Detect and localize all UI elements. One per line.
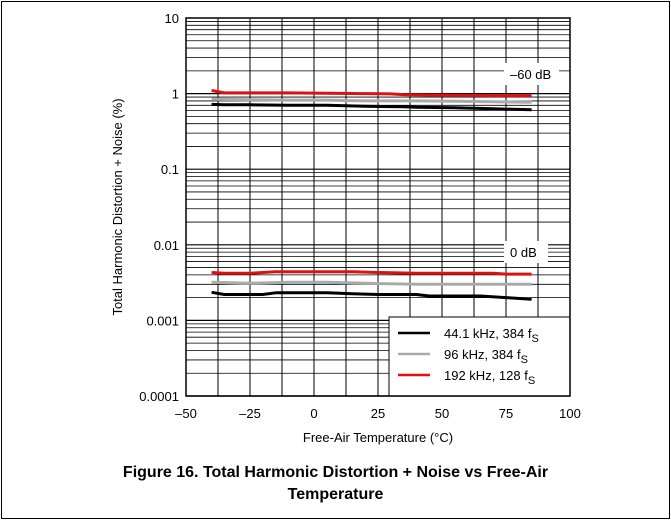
series-line <box>211 89 532 98</box>
legend-label: 96 kHz, 384 fS <box>444 347 528 366</box>
figure-caption: Figure 16. Total Harmonic Distortion + N… <box>0 462 671 506</box>
data-series <box>211 89 532 301</box>
y-tick-label: 0.0001 <box>139 389 179 404</box>
caption-line-2: Temperature <box>287 486 384 503</box>
series-line <box>211 97 532 104</box>
x-tick-label: 25 <box>371 406 385 421</box>
legend-label: 44.1 kHz, 384 fS <box>444 326 539 345</box>
series-line <box>211 102 532 112</box>
tick-labels: –50 –25 0 25 50 75 100 0.0001 0.001 0.01 0.1 1 10 <box>139 11 581 421</box>
series-line <box>211 270 532 276</box>
y-tick-label: 10 <box>165 11 179 26</box>
annotation-label: 0 dB <box>510 245 537 260</box>
y-tick-label: 1 <box>172 87 179 102</box>
y-tick-label: 0.1 <box>161 162 179 177</box>
x-axis-label: Free-Air Temperature (°C) <box>303 430 453 445</box>
y-tick-label: 0.01 <box>154 238 179 253</box>
legend: 44.1 kHz, 384 fS 96 kHz, 384 fS 192 kHz, 1… <box>388 316 571 397</box>
plot-area-border <box>185 17 571 397</box>
annotation-label: –60 dB <box>510 67 551 82</box>
x-tick-label: 100 <box>559 406 581 421</box>
caption-line-1: Figure 16. Total Harmonic Distortion + N… <box>122 464 549 481</box>
x-tick-label: –50 <box>175 406 197 421</box>
x-tick-label: –25 <box>239 406 261 421</box>
legend-label: 192 kHz, 128 fS <box>444 368 535 387</box>
annotation-background <box>504 241 548 263</box>
x-tick-label: 0 <box>310 406 317 421</box>
thd-vs-temperature-chart: –60 dB 0 dB 44.1 kHz, 384 fS 96 kHz, 384 f… <box>110 11 581 445</box>
series-line <box>211 280 532 286</box>
x-tick-label: 75 <box>499 406 513 421</box>
y-axis-label: Total Harmonic Distortion + Noise (%) <box>110 98 125 315</box>
y-tick-label: 0.001 <box>146 313 179 328</box>
annotation-background <box>504 63 559 85</box>
series-line <box>211 290 532 301</box>
x-tick-label: 50 <box>435 406 449 421</box>
annotations: –60 dB 0 dB <box>504 63 559 263</box>
